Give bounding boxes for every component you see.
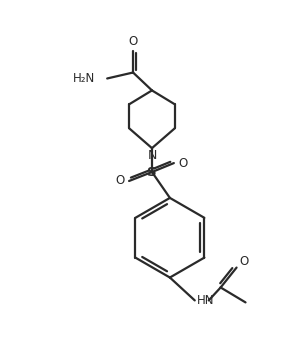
Text: O: O (128, 35, 138, 48)
Text: O: O (239, 255, 248, 268)
Text: O: O (178, 157, 187, 169)
Text: HN: HN (197, 294, 214, 307)
Text: O: O (116, 174, 125, 188)
Text: S: S (147, 166, 157, 178)
Text: H₂N: H₂N (73, 72, 95, 85)
Text: N: N (147, 148, 157, 162)
